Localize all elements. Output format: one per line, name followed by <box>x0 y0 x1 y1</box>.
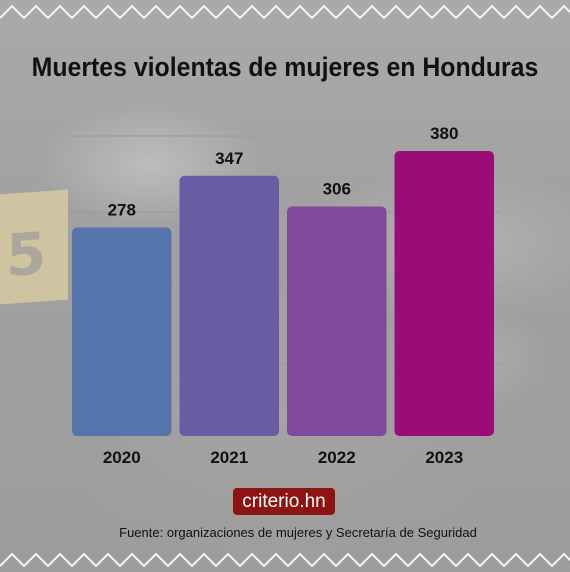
bar-2021 <box>179 175 279 436</box>
value-label: 380 <box>430 124 458 143</box>
category-label: 2021 <box>210 448 248 467</box>
category-label: 2022 <box>318 448 356 467</box>
bar-2020 <box>72 227 172 436</box>
top-zigzag-pattern <box>0 4 570 20</box>
bottom-zigzag-pattern <box>0 552 570 568</box>
category-label: 2023 <box>425 448 463 467</box>
value-label: 306 <box>323 180 351 199</box>
chart-title: Muertes violentas de mujeres en Honduras <box>31 52 539 82</box>
category-label: 2020 <box>103 448 141 467</box>
value-label: 278 <box>108 201 136 220</box>
source-note: Fuente: organizaciones de mujeres y Secr… <box>119 525 477 540</box>
brand-badge: criterio.hn <box>233 488 335 515</box>
bar-2022 <box>287 206 387 436</box>
value-label: 347 <box>215 149 243 168</box>
bar-2023 <box>394 151 494 436</box>
